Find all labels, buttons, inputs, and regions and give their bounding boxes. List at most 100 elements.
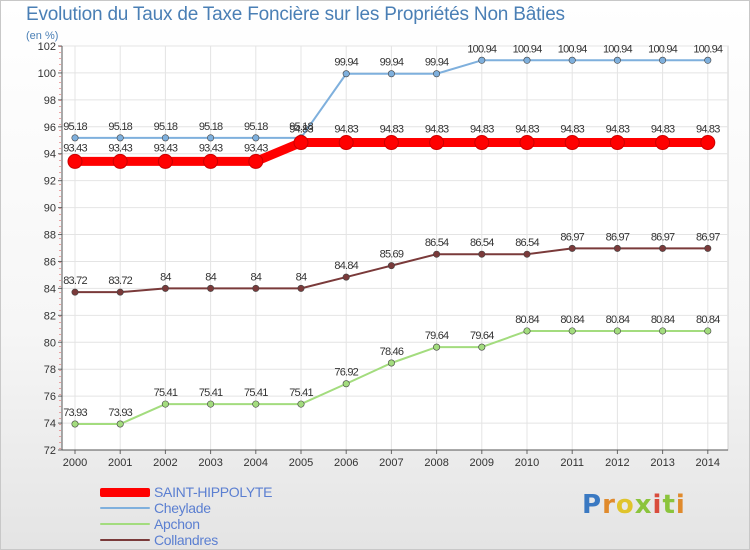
- data-label-collandres-2008: 86.54: [425, 237, 449, 249]
- y-tick-label-92: 92: [44, 176, 56, 188]
- point-apchon-2005: [297, 400, 305, 408]
- data-label-collandres-2003: 84: [205, 271, 216, 283]
- y-tick-label-78: 78: [44, 364, 56, 376]
- x-tick-label-2009: 2009: [470, 457, 494, 469]
- x-tick-label-2008: 2008: [424, 457, 448, 469]
- y-tick-label-102: 102: [38, 41, 56, 53]
- point-saint-hippolyte-2011: [564, 135, 580, 151]
- data-label-apchon-2003: 75.41: [199, 387, 223, 399]
- point-apchon-2014: [704, 327, 712, 335]
- x-tick-label-2004: 2004: [244, 457, 268, 469]
- legend-swatch-collandres: [100, 539, 150, 541]
- data-label-cheylade-2010: 100.94: [513, 43, 543, 55]
- y-tick-label-82: 82: [44, 310, 56, 322]
- data-label-collandres-2014: 86.97: [696, 231, 720, 243]
- data-label-saint-hippolyte-2014: 94.83: [696, 124, 720, 136]
- x-tick-label-2007: 2007: [379, 457, 403, 469]
- x-tick-label-2001: 2001: [108, 457, 132, 469]
- point-collandres-2006: [342, 273, 350, 281]
- data-label-saint-hippolyte-2004: 93.43: [244, 142, 268, 154]
- point-cheylade-2010: [523, 56, 531, 64]
- point-saint-hippolyte-2014: [700, 135, 716, 151]
- data-label-apchon-2001: 73.93: [108, 407, 132, 419]
- point-apchon-2004: [252, 400, 260, 408]
- point-apchon-2011: [568, 327, 576, 335]
- x-tick-label-2006: 2006: [334, 457, 358, 469]
- data-label-collandres-2009: 86.54: [470, 237, 494, 249]
- data-label-apchon-2013: 80.84: [651, 314, 675, 326]
- data-label-apchon-2010: 80.84: [515, 314, 539, 326]
- data-label-collandres-2012: 86.97: [606, 231, 630, 243]
- data-label-cheylade-2007: 99.94: [380, 57, 404, 69]
- data-label-cheylade-2004: 95.18: [244, 121, 268, 133]
- x-tick-label-2005: 2005: [289, 457, 313, 469]
- x-tick-label-2003: 2003: [198, 457, 222, 469]
- point-saint-hippolyte-2007: [383, 135, 399, 151]
- legend-label-collandres: Collandres: [154, 532, 218, 548]
- data-label-cheylade-2002: 95.18: [154, 121, 178, 133]
- data-label-cheylade-2005: 95.18: [289, 121, 313, 133]
- point-cheylade-2003: [207, 134, 215, 142]
- point-saint-hippolyte-2012: [609, 135, 625, 151]
- y-tick-label-100: 100: [38, 68, 56, 80]
- data-label-saint-hippolyte-2007: 94.83: [380, 124, 404, 136]
- data-label-collandres-2013: 86.97: [651, 231, 675, 243]
- x-tick-label-2002: 2002: [153, 457, 177, 469]
- data-label-cheylade-2012: 100.94: [603, 43, 633, 55]
- x-tick-label-2012: 2012: [605, 457, 629, 469]
- y-tick-label-74: 74: [44, 418, 56, 430]
- data-label-apchon-2005: 75.41: [289, 387, 313, 399]
- data-label-collandres-2000: 83.72: [63, 275, 87, 287]
- x-tick-label-2014: 2014: [696, 457, 720, 469]
- point-saint-hippolyte-2008: [429, 135, 445, 151]
- point-collandres-2005: [297, 284, 305, 292]
- data-label-collandres-2007: 85.69: [380, 249, 404, 261]
- data-label-collandres-2002: 84: [160, 271, 171, 283]
- data-label-saint-hippolyte-2002: 93.43: [154, 142, 178, 154]
- legend-item-cheylade: Cheylade: [100, 500, 272, 516]
- data-label-collandres-2001: 83.72: [108, 275, 132, 287]
- data-label-cheylade-2014: 100.94: [693, 43, 723, 55]
- y-tick-label-98: 98: [44, 95, 56, 107]
- point-apchon-2009: [478, 343, 486, 351]
- point-cheylade-2014: [704, 56, 712, 64]
- data-label-saint-hippolyte-2001: 93.43: [108, 142, 132, 154]
- legend-label-cheylade: Cheylade: [154, 500, 211, 516]
- y-tick-label-94: 94: [44, 149, 56, 161]
- data-label-saint-hippolyte-2003: 93.43: [199, 142, 223, 154]
- point-saint-hippolyte-2004: [248, 153, 264, 169]
- proxiti-logo: Proxiti: [582, 490, 686, 520]
- point-collandres-2002: [161, 284, 169, 292]
- point-saint-hippolyte-2010: [519, 135, 535, 151]
- data-label-collandres-2005: 84: [296, 271, 307, 283]
- point-apchon-2007: [387, 359, 395, 367]
- data-label-cheylade-2003: 95.18: [199, 121, 223, 133]
- point-cheylade-2002: [161, 134, 169, 142]
- data-label-saint-hippolyte-2010: 94.83: [515, 124, 539, 136]
- point-collandres-2003: [207, 284, 215, 292]
- y-tick-label-86: 86: [44, 256, 56, 268]
- point-saint-hippolyte-2006: [338, 135, 354, 151]
- x-tick-label-2013: 2013: [650, 457, 674, 469]
- data-label-cheylade-2013: 100.94: [648, 43, 678, 55]
- point-collandres-2014: [704, 244, 712, 252]
- data-label-saint-hippolyte-2000: 93.43: [63, 142, 87, 154]
- point-collandres-2004: [252, 284, 260, 292]
- legend-item-apchon: Apchon: [100, 516, 272, 532]
- data-label-saint-hippolyte-2005: 94.83: [289, 124, 313, 136]
- point-cheylade-2001: [116, 134, 124, 142]
- point-collandres-2013: [659, 244, 667, 252]
- data-label-cheylade-2009: 100.94: [467, 43, 497, 55]
- point-cheylade-2008: [433, 70, 441, 78]
- y-tick-label-84: 84: [44, 283, 56, 295]
- point-saint-hippolyte-2005: [293, 135, 309, 151]
- legend-item-collandres: Collandres: [100, 532, 272, 548]
- y-tick-label-90: 90: [44, 203, 56, 215]
- point-collandres-2000: [71, 288, 79, 296]
- point-saint-hippolyte-2001: [112, 153, 128, 169]
- data-label-saint-hippolyte-2009: 94.83: [470, 124, 494, 136]
- data-label-collandres-2006: 84.84: [334, 260, 358, 272]
- point-apchon-2001: [116, 420, 124, 428]
- point-apchon-2008: [433, 343, 441, 351]
